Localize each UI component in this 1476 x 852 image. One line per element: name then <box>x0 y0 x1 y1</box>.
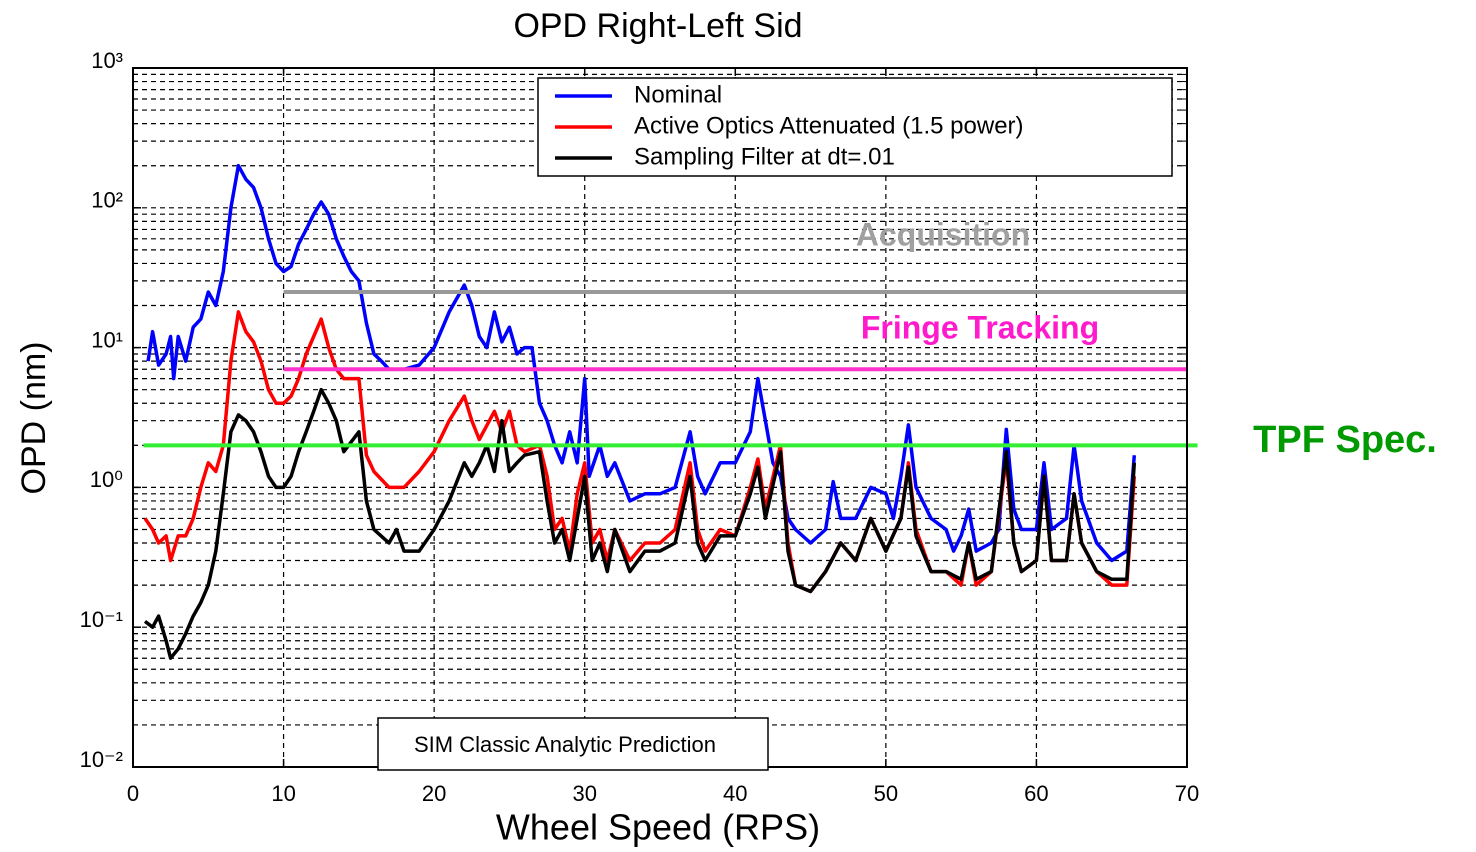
x-axis-label: Wheel Speed (RPS) <box>496 807 820 848</box>
x-tick-label: 60 <box>1024 781 1048 806</box>
annotation: SIM Classic Analytic Prediction <box>414 732 716 757</box>
legend-label: Nominal <box>634 81 722 108</box>
reference-label: TPF Spec. <box>1253 419 1437 461</box>
y-tick-label: 10⁻¹ <box>80 607 123 632</box>
reference-label: Acquisition <box>856 216 1030 252</box>
x-tick-label: 40 <box>723 781 747 806</box>
legend: Nominal Active Optics Attenuated (1.5 pow… <box>537 77 1173 177</box>
series-line <box>143 310 1137 594</box>
x-tick-label: 0 <box>127 781 139 806</box>
y-tick-label: 10² <box>91 188 123 213</box>
y-tick-label: 10⁻² <box>80 747 123 772</box>
reference-label: Fringe Tracking <box>861 309 1099 345</box>
chart-title: OPD Right-Left Sid <box>513 7 802 45</box>
legend-label: Active Optics Attenuated (1.5 power) <box>634 112 1024 139</box>
x-tick-label: 50 <box>874 781 898 806</box>
y-axis-label: OPD (nm) <box>15 342 53 495</box>
x-tick-label: 10 <box>271 781 295 806</box>
x-tick-label: 20 <box>422 781 446 806</box>
y-tick-label: 10⁰ <box>90 467 123 492</box>
legend-box <box>537 77 1173 177</box>
y-tick-label: 10³ <box>91 48 123 73</box>
annotation-box <box>377 717 769 771</box>
y-tick-label: 10¹ <box>91 327 123 352</box>
series-line <box>143 387 1137 660</box>
x-tick-label: 30 <box>572 781 596 806</box>
x-tick-label: 70 <box>1175 781 1199 806</box>
lines <box>143 163 1198 660</box>
legend-label: Sampling Filter at dt=.01 <box>634 143 895 170</box>
